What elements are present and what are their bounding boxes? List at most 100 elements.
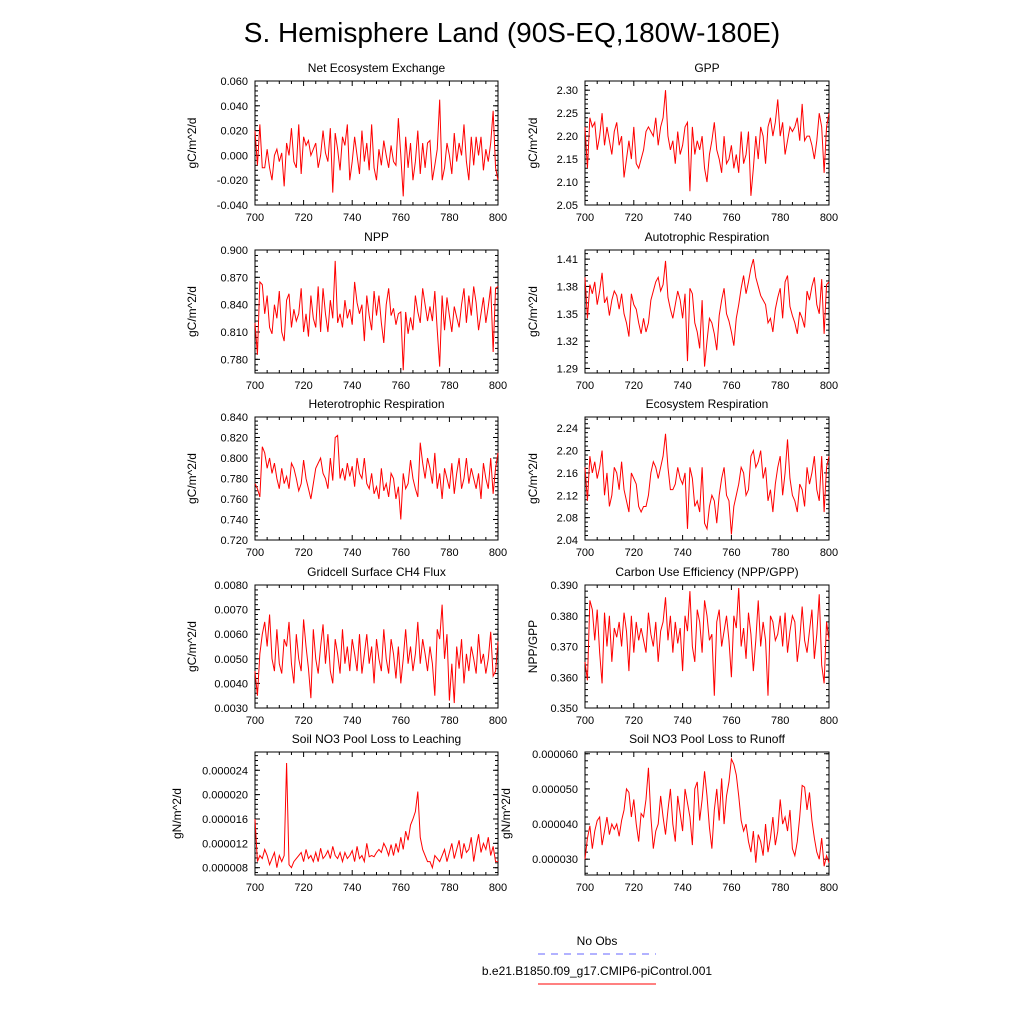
y-tick-label: 0.060 — [220, 76, 248, 88]
y-tick-label: 0.000012 — [202, 838, 248, 850]
y-tick-label: 0.0070 — [214, 605, 248, 617]
x-tick-label: 800 — [820, 882, 838, 894]
x-tick-label: 720 — [625, 380, 643, 392]
y-tick-label: 0.740 — [220, 515, 248, 527]
panel-title: Ecosystem Respiration — [646, 397, 769, 411]
legend-label-obs: No Obs — [577, 934, 618, 948]
x-tick-label: 700 — [576, 380, 594, 392]
y-axis-label: gC/m^2/d — [185, 453, 199, 504]
plot-frame — [254, 80, 499, 206]
series-line — [254, 604, 499, 704]
y-tick-label: 0.000060 — [532, 749, 578, 761]
panel-title: Gridcell Surface CH4 Flux — [307, 565, 446, 579]
y-axis-label: NPP/GPP — [526, 620, 540, 673]
x-tick-label: 720 — [294, 212, 312, 224]
series-line — [254, 99, 499, 197]
x-tick-label: 760 — [392, 547, 410, 559]
x-tick-label: 760 — [392, 882, 410, 894]
y-tick-label: 0.000040 — [532, 819, 578, 831]
x-tick-label: 800 — [489, 547, 507, 559]
panel: Autotrophic Respiration 700 720 740 760 780 80… — [526, 230, 838, 392]
x-tick-label: 780 — [771, 380, 789, 392]
y-tick-label: 0.840 — [220, 412, 248, 424]
y-tick-label: 2.25 — [557, 108, 578, 120]
x-tick-label: 780 — [771, 715, 789, 727]
y-tick-label: 0.780 — [220, 354, 248, 366]
y-tick-label: 0.0060 — [214, 629, 248, 641]
x-tick-label: 740 — [673, 212, 691, 224]
x-tick-label: 780 — [440, 715, 458, 727]
y-tick-label: 0.000050 — [532, 784, 578, 796]
x-tick-label: 740 — [673, 882, 691, 894]
y-tick-label: 0.800 — [220, 453, 248, 465]
x-tick-label: 760 — [392, 380, 410, 392]
x-tick-label: 700 — [246, 212, 264, 224]
y-tick-label: 2.10 — [557, 177, 578, 189]
x-tick-label: 700 — [246, 547, 264, 559]
x-tick-label: 720 — [294, 547, 312, 559]
panel-title: Autotrophic Respiration — [645, 230, 770, 244]
y-tick-label: 0.760 — [220, 494, 248, 506]
y-tick-label: 1.41 — [557, 254, 578, 266]
series-line — [584, 90, 830, 196]
y-tick-label: 0.390 — [550, 580, 578, 592]
y-tick-label: 2.08 — [557, 513, 578, 525]
x-tick-label: 780 — [440, 212, 458, 224]
y-tick-label: 0.000024 — [202, 765, 248, 777]
y-axis-label: gN/m^2/d — [499, 788, 513, 839]
series-line — [584, 588, 830, 696]
y-tick-label: 0.000008 — [202, 863, 248, 875]
x-tick-label: 800 — [820, 715, 838, 727]
series-line — [584, 258, 830, 367]
x-tick-label: 700 — [576, 547, 594, 559]
x-tick-label: 760 — [392, 212, 410, 224]
x-tick-label: 760 — [722, 882, 740, 894]
panel: Carbon Use Efficiency (NPP/GPP) 700 720 740… — [526, 565, 838, 727]
y-tick-label: 0.780 — [220, 474, 248, 486]
panel-title: Net Ecosystem Exchange — [308, 61, 446, 75]
y-axis-label: gC/m^2/d — [526, 286, 540, 337]
x-tick-label: 700 — [576, 212, 594, 224]
y-tick-label: 0.0080 — [214, 580, 248, 592]
y-tick-label: 2.20 — [557, 446, 578, 458]
legend-label-model: b.e21.B1850.f09_g17.CMIP6-piControl.001 — [482, 964, 712, 978]
y-tick-label: 1.32 — [557, 336, 578, 348]
y-axis-label: gC/m^2/d — [526, 118, 540, 169]
y-tick-label: 0.840 — [220, 300, 248, 312]
panel: Heterotrophic Respiration 700 720 740 760 780… — [185, 397, 507, 559]
x-tick-label: 780 — [771, 212, 789, 224]
y-tick-label: -0.040 — [217, 200, 248, 212]
y-tick-label: 2.16 — [557, 468, 578, 480]
y-tick-label: 2.05 — [557, 200, 578, 212]
panel-grid: Net Ecosystem Exchange 700 720 740 760 780 800… — [170, 61, 838, 894]
x-tick-label: 720 — [625, 547, 643, 559]
panel-title: Soil NO3 Pool Loss to Runoff — [629, 732, 786, 746]
panel: Soil NO3 Pool Loss to Leaching 700 720 740 7… — [170, 732, 507, 894]
x-tick-label: 740 — [343, 380, 361, 392]
x-tick-label: 800 — [489, 212, 507, 224]
x-tick-label: 780 — [440, 380, 458, 392]
x-tick-label: 720 — [294, 882, 312, 894]
y-tick-label: 0.000020 — [202, 790, 248, 802]
y-tick-label: -0.020 — [217, 175, 248, 187]
x-tick-label: 800 — [489, 380, 507, 392]
panel-title: Carbon Use Efficiency (NPP/GPP) — [615, 565, 798, 579]
x-tick-label: 800 — [820, 380, 838, 392]
x-tick-label: 780 — [440, 882, 458, 894]
y-tick-label: 0.350 — [550, 703, 578, 715]
series-line — [254, 762, 498, 870]
y-axis-label: gC/m^2/d — [526, 453, 540, 504]
y-tick-label: 1.38 — [557, 281, 578, 293]
x-tick-label: 700 — [246, 380, 264, 392]
x-tick-label: 760 — [722, 715, 740, 727]
y-tick-label: 0.820 — [220, 433, 248, 445]
x-tick-label: 740 — [343, 715, 361, 727]
y-tick-label: 2.24 — [557, 423, 578, 435]
x-tick-label: 800 — [489, 715, 507, 727]
figure-title: S. Hemisphere Land (90S-EQ,180W-180E) — [244, 17, 780, 48]
y-tick-label: 2.12 — [557, 490, 578, 502]
plot-frame — [584, 751, 830, 876]
y-tick-label: 0.0050 — [214, 654, 248, 666]
panel-title: Soil NO3 Pool Loss to Leaching — [292, 732, 461, 746]
